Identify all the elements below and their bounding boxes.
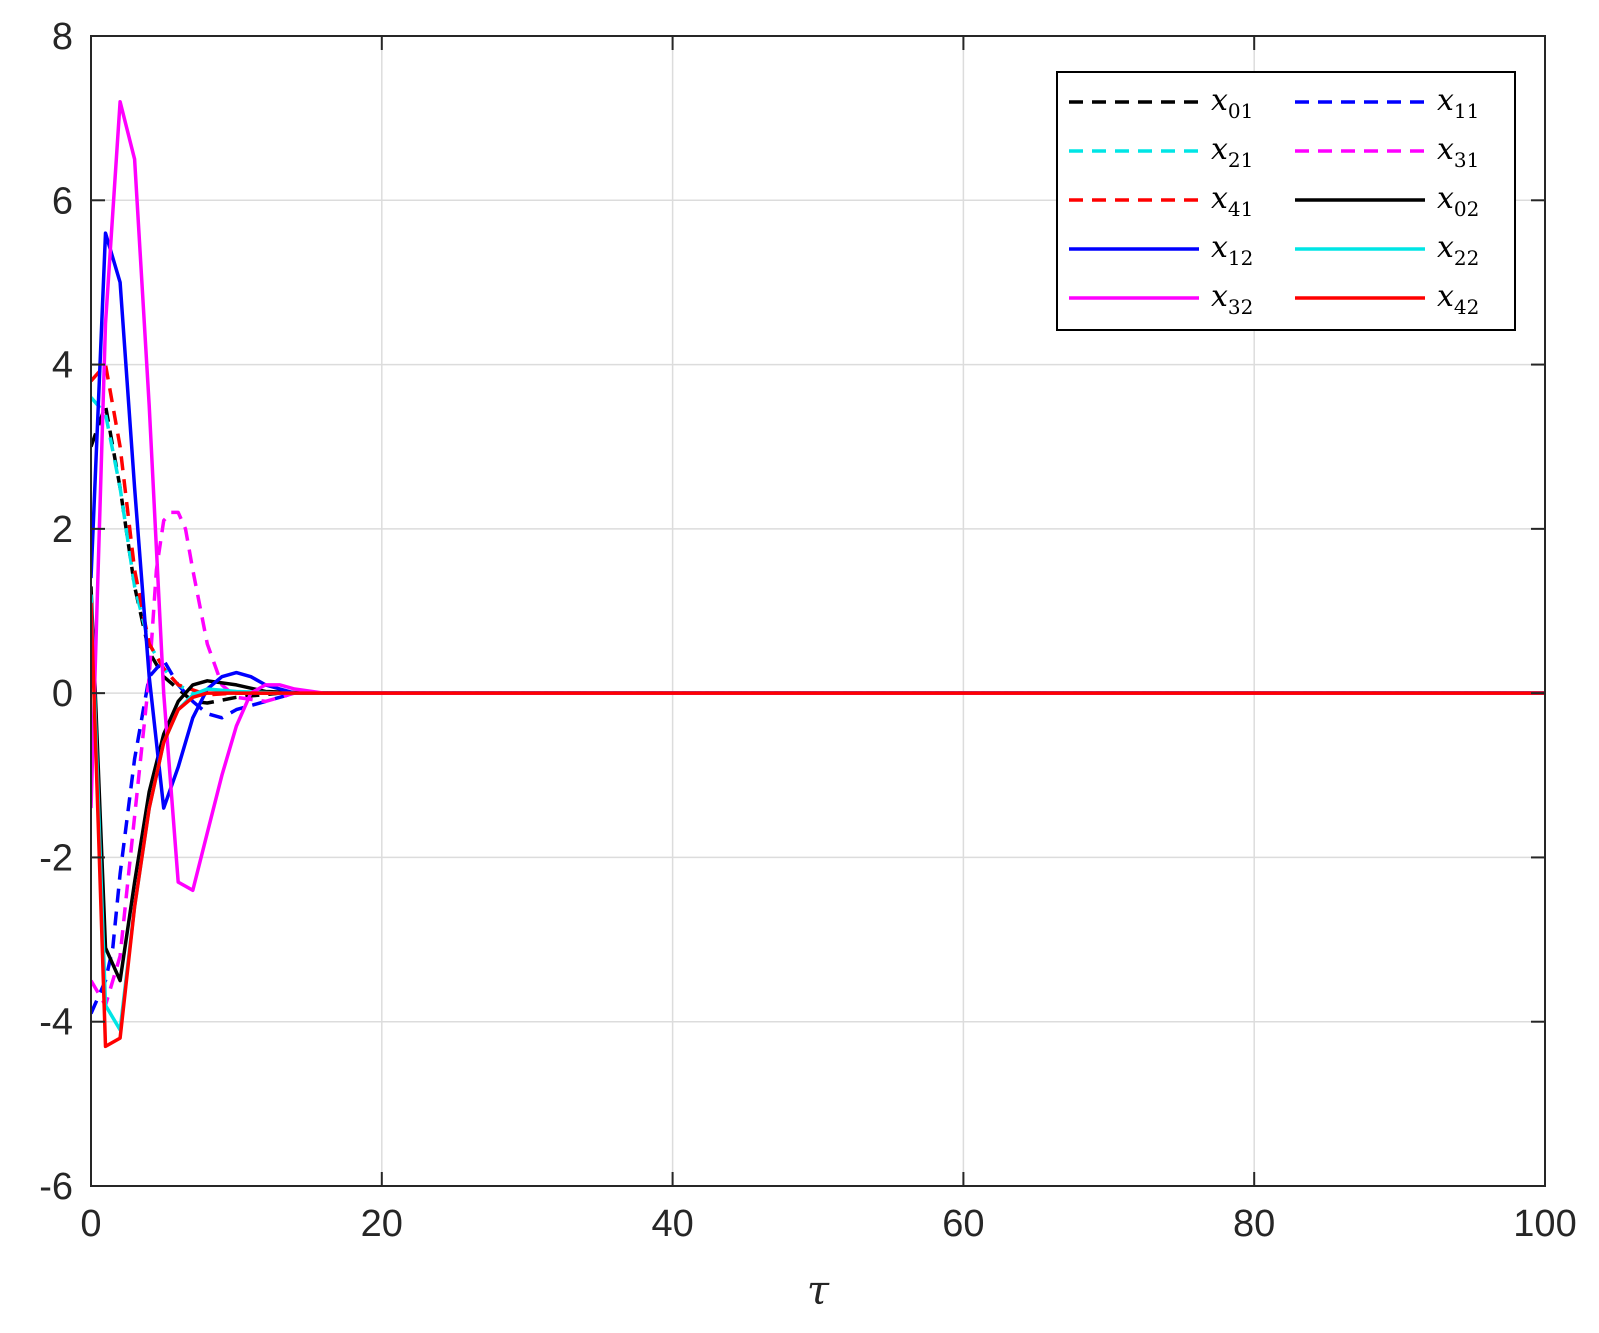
y-tick-label: 0	[52, 673, 73, 715]
legend-label-x42: x42	[1437, 279, 1479, 319]
series-layer	[91, 99, 1545, 1049]
x-tick-label: 40	[651, 1203, 693, 1245]
plot-frame	[90, 35, 1546, 1187]
series-line-x32	[91, 99, 1545, 893]
y-tick-label: 6	[52, 180, 73, 222]
legend-label-x01: x01	[1211, 83, 1253, 123]
series-line-x31	[91, 510, 1545, 1008]
series-line-x42	[91, 602, 1545, 1049]
legend-label-x32: x32	[1211, 279, 1253, 319]
y-tick-label: -2	[39, 837, 73, 879]
x-axis-label: τ	[807, 1268, 830, 1314]
x-tick-label: 20	[361, 1203, 403, 1245]
y-tick-label: 2	[52, 509, 73, 551]
axis-ticks: 0 20 40 60 80 100 -6 -4 -2 0 2 4 6 8	[39, 16, 1577, 1245]
legend-box	[1056, 71, 1516, 331]
x-tick-label: 80	[1233, 1203, 1275, 1245]
legend: x01 x11 x21 x31 x41 x02 x12 x22 x32 x42	[1056, 71, 1516, 331]
legend-label-x41: x41	[1211, 181, 1253, 221]
x-tick-label: 100	[1513, 1203, 1576, 1245]
series-line-x12	[91, 231, 1545, 810]
legend-label-x22: x22	[1437, 230, 1479, 270]
legend-label-x02: x02	[1437, 181, 1479, 221]
legend-label-x12: x12	[1211, 230, 1253, 270]
x-tick-label: 60	[942, 1203, 984, 1245]
y-tick-label: 4	[52, 345, 73, 387]
y-tick-label: -6	[39, 1166, 73, 1208]
y-tick-label: -4	[39, 1002, 73, 1044]
x-tick-label: 0	[80, 1203, 101, 1245]
legend-label-x31: x31	[1437, 132, 1479, 172]
legend-label-x11: x11	[1437, 83, 1479, 123]
y-tick-label: 8	[52, 16, 73, 58]
legend-label-x21: x21	[1211, 132, 1253, 172]
